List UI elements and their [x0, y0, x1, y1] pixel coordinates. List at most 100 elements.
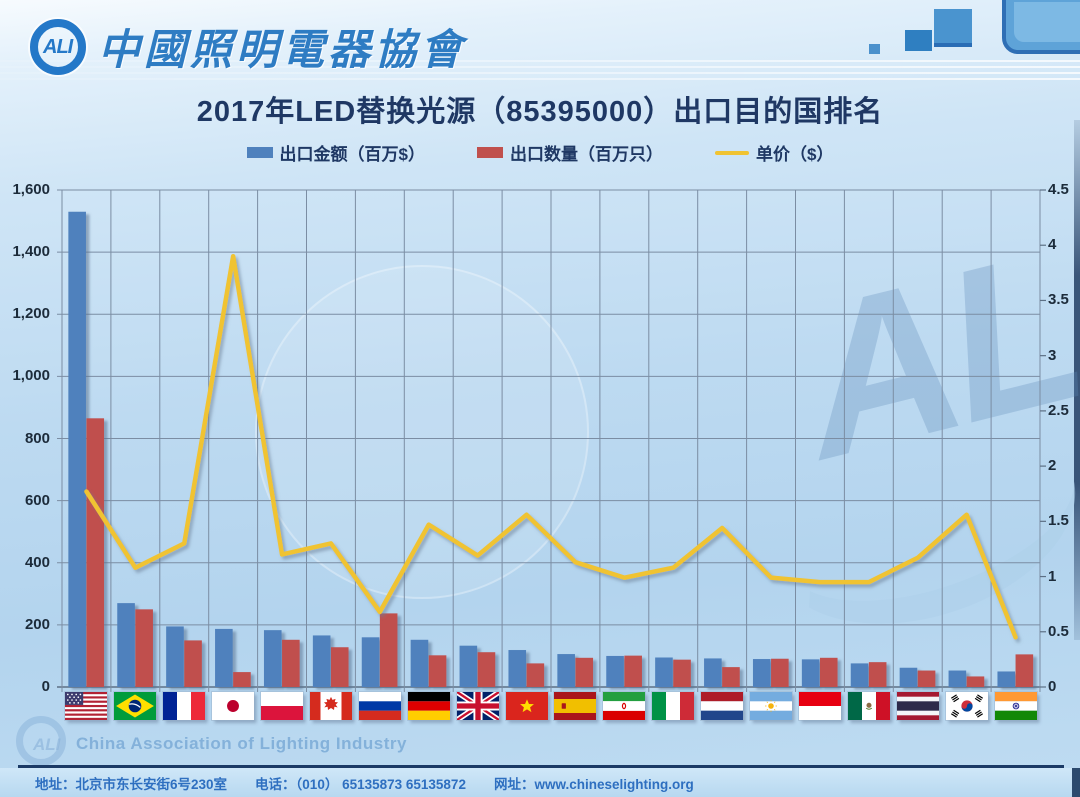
flag-es-icon	[553, 691, 598, 721]
flag-it-icon	[651, 691, 696, 721]
bar-amount-gb	[459, 645, 478, 687]
y-axis-left-tick: 200	[24, 615, 50, 633]
bar-quantity-ca	[330, 647, 349, 687]
flag-kr-icon	[944, 691, 989, 721]
legend-item-1: 出口数量（百万只）	[477, 140, 663, 165]
org-name-zh: 中國照明電器協會	[98, 26, 467, 73]
legend-swatch-line	[715, 150, 749, 155]
page-title: 2017年LED替换光源（85395000）出口目的国排名	[196, 96, 884, 128]
bar-amount-us	[68, 211, 86, 687]
y-axis-left-tick: 0	[41, 678, 50, 695]
footer-divider	[18, 765, 1064, 768]
bar-amount-mx	[850, 663, 869, 687]
y-axis-right-tick: 4.5	[1048, 181, 1069, 198]
bar-quantity-mx	[868, 662, 887, 687]
legend-label: 出口数量（百万只）	[510, 145, 663, 164]
chart-legend: 出口金额（百万$） 出口数量（百万只） 单价（$）	[0, 140, 1080, 165]
bar-quantity-id	[819, 657, 838, 687]
flag-nl-icon	[700, 691, 745, 721]
y-axis-left-tick: 1,600	[12, 181, 50, 198]
y-axis-left-tick: 600	[24, 491, 50, 509]
flag-mx-icon	[846, 691, 891, 721]
flag-us-icon	[64, 691, 109, 721]
bar-amount-ca	[312, 635, 331, 687]
y-axis-right-tick: 2.5	[1048, 401, 1069, 419]
bar-amount-ir	[606, 655, 624, 687]
y-axis-right-tick: 1	[1048, 567, 1057, 585]
bar-amount-ar	[752, 659, 771, 687]
decor-rounded-square	[1002, 0, 1080, 54]
bar-quantity-gb	[477, 652, 496, 687]
bar-quantity-th	[917, 670, 936, 687]
legend-item-0: 出口金额（百万$）	[246, 140, 425, 165]
legend-swatch-bar	[246, 147, 273, 158]
y-axis-right-tick: 0.5	[1048, 622, 1069, 640]
footer-corner	[1072, 768, 1080, 797]
y-axis-left-tick: 800	[24, 429, 50, 447]
footer-address: 地址：北京市东长安街6号230室	[35, 776, 228, 792]
bar-quantity-jp	[233, 672, 251, 687]
flag-ir-icon	[602, 691, 647, 721]
bar-quantity-de	[428, 655, 447, 687]
bar-quantity-br	[135, 609, 153, 687]
cali-logo-icon: ALI	[30, 18, 86, 75]
flag-id-icon	[797, 691, 842, 721]
bar-quantity-nl	[722, 667, 740, 687]
org-name-en: China Association of Lighting Industry	[76, 734, 407, 753]
flag-ru-icon	[357, 691, 402, 721]
flag-th-icon	[895, 691, 940, 721]
bar-amount-jp	[215, 628, 233, 687]
watermark-cali-logo: ALI	[775, 190, 1080, 505]
flag-br-icon	[113, 691, 158, 721]
footer-web: 网址：www.chineselighting.org	[493, 776, 694, 792]
legend-label: 出口金额（百万$）	[279, 145, 425, 164]
footer-phone: 电话：（010） 65135873 65135872	[255, 776, 466, 792]
bar-amount-pl	[263, 630, 282, 687]
bar-amount-br	[117, 603, 135, 687]
y-axis-right-tick: 3.5	[1048, 291, 1069, 309]
y-axis-left-tick: 1,200	[12, 305, 50, 323]
bar-quantity-fr	[184, 640, 202, 687]
legend-label: 单价（$）	[756, 145, 834, 164]
header-stripe	[0, 72, 1080, 74]
legend-item-2: 单价（$）	[715, 140, 833, 165]
bar-quantity-kr	[966, 676, 985, 687]
bar-amount-nl	[704, 658, 722, 687]
bar-amount-it	[655, 657, 673, 687]
bar-amount-kr	[948, 670, 967, 687]
bar-amount-fr	[166, 626, 184, 687]
y-axis-right-tick: 0	[1048, 678, 1057, 695]
bar-quantity-it	[673, 659, 691, 687]
y-axis-left-tick: 1,000	[12, 367, 50, 385]
flag-ca-icon	[308, 691, 353, 721]
flag-fr-icon	[162, 691, 207, 721]
y-axis-right-tick: 1.5	[1048, 512, 1069, 530]
y-axis-right-tick: 2	[1048, 457, 1057, 475]
flag-in-icon	[993, 691, 1038, 721]
legend-swatch-bar	[477, 147, 503, 158]
bar-amount-de	[410, 639, 429, 687]
flag-jp-icon	[211, 691, 256, 721]
y-axis-right-tick: 4	[1048, 236, 1057, 254]
flag-pl-icon	[260, 691, 305, 721]
flag-gb-icon	[455, 691, 500, 721]
footer-bar: 地址：北京市东长安街6号230室 电话：（010） 65135873 65135…	[0, 768, 1080, 797]
bar-quantity-vn	[526, 663, 545, 687]
org-logo: ALI 中國照明電器協會	[30, 16, 466, 77]
bar-amount-es	[557, 654, 575, 687]
header-stripe	[0, 66, 1080, 68]
flag-de-icon	[406, 691, 451, 721]
ghost-cali-logo: ALI	[16, 716, 66, 766]
decor-square-large	[934, 9, 972, 47]
flag-ar-icon	[749, 691, 794, 721]
bar-quantity-in	[1015, 654, 1034, 687]
bar-amount-id	[801, 659, 820, 687]
decor-square-small	[869, 44, 880, 54]
decor-right-edge	[1074, 120, 1080, 640]
bar-quantity-ru	[379, 613, 398, 687]
bar-quantity-us	[86, 418, 105, 687]
bar-amount-vn	[508, 650, 527, 687]
header-stripe	[0, 60, 1080, 62]
bar-quantity-ir	[624, 655, 642, 687]
